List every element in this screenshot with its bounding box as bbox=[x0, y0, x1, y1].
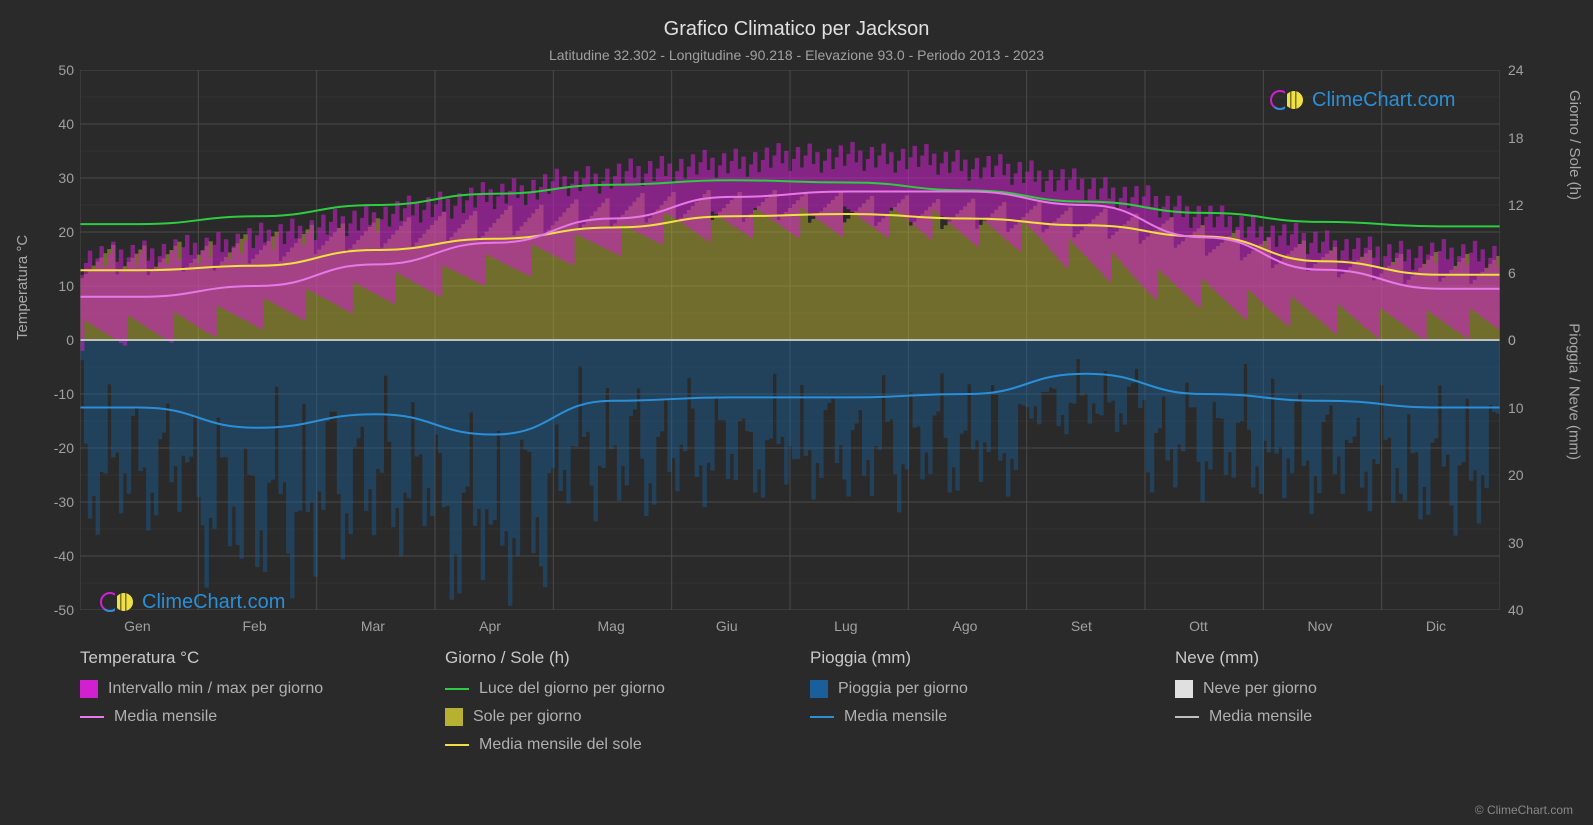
y-axis-right-top-label: Giorno / Sole (h) bbox=[1566, 90, 1583, 200]
watermark-text: ClimeChart.com bbox=[142, 591, 285, 614]
legend-rain-day-label: Pioggia per giorno bbox=[838, 680, 968, 698]
left-tick: 20 bbox=[42, 224, 74, 240]
legend-snow-avg: Media mensile bbox=[1175, 708, 1500, 726]
watermark-bottom: ClimeChart.com bbox=[100, 590, 285, 614]
right-top-tick: 6 bbox=[1508, 265, 1516, 281]
legend-sun: Sole per giorno bbox=[445, 708, 770, 726]
month-tick: Gen bbox=[124, 618, 150, 634]
legend-snow-avg-label: Media mensile bbox=[1209, 708, 1312, 726]
left-tick: 50 bbox=[42, 62, 74, 78]
y-axis-left-label: Temperatura °C bbox=[14, 235, 31, 340]
right-top-tick: 24 bbox=[1508, 62, 1524, 78]
left-tick: -10 bbox=[42, 386, 74, 402]
snow-swatch-icon bbox=[1175, 680, 1193, 698]
legend-temp-range: Intervallo min / max per giorno bbox=[80, 680, 405, 698]
legend-snow-day-label: Neve per giorno bbox=[1203, 680, 1317, 698]
month-tick: Ott bbox=[1189, 618, 1208, 634]
month-tick: Mag bbox=[598, 618, 625, 634]
legend-temp-header: Temperatura °C bbox=[80, 648, 405, 668]
month-tick: Mar bbox=[361, 618, 385, 634]
chart-svg bbox=[80, 70, 1500, 610]
right-bottom-tick: 30 bbox=[1508, 535, 1524, 551]
month-tick: Giu bbox=[716, 618, 738, 634]
right-bottom-tick: 0 bbox=[1508, 332, 1516, 348]
month-tick: Feb bbox=[243, 618, 267, 634]
legend-rain-day: Pioggia per giorno bbox=[810, 680, 1135, 698]
legend-col-day: Giorno / Sole (h) Luce del giorno per gi… bbox=[445, 648, 770, 764]
legend-snow-header: Neve (mm) bbox=[1175, 648, 1500, 668]
legend-daylight: Luce del giorno per giorno bbox=[445, 680, 770, 698]
legend-sun-avg-label: Media mensile del sole bbox=[479, 736, 642, 754]
temp-swatch-icon bbox=[80, 680, 98, 698]
watermark-top: ClimeChart.com bbox=[1270, 88, 1455, 112]
legend-day-header: Giorno / Sole (h) bbox=[445, 648, 770, 668]
month-tick: Ago bbox=[953, 618, 978, 634]
logo-icon bbox=[1270, 88, 1304, 112]
left-tick: 40 bbox=[42, 116, 74, 132]
left-tick: 0 bbox=[42, 332, 74, 348]
month-tick: Lug bbox=[834, 618, 857, 634]
left-tick: -30 bbox=[42, 494, 74, 510]
month-tick: Set bbox=[1071, 618, 1092, 634]
left-tick: -50 bbox=[42, 602, 74, 618]
left-tick: 30 bbox=[42, 170, 74, 186]
left-tick: -20 bbox=[42, 440, 74, 456]
right-bottom-tick: 20 bbox=[1508, 467, 1524, 483]
chart-plot-area bbox=[80, 70, 1500, 610]
snow-line-icon bbox=[1175, 716, 1199, 718]
left-tick: 10 bbox=[42, 278, 74, 294]
legend-col-temp: Temperatura °C Intervallo min / max per … bbox=[80, 648, 405, 764]
legend-rain-avg: Media mensile bbox=[810, 708, 1135, 726]
right-bottom-tick: 10 bbox=[1508, 400, 1524, 416]
rain-swatch-icon bbox=[810, 680, 828, 698]
legend-col-rain: Pioggia (mm) Pioggia per giorno Media me… bbox=[810, 648, 1135, 764]
watermark-text: ClimeChart.com bbox=[1312, 89, 1455, 112]
legend-temp-avg: Media mensile bbox=[80, 708, 405, 726]
y-axis-right-bottom-label: Pioggia / Neve (mm) bbox=[1566, 323, 1583, 460]
month-tick: Dic bbox=[1426, 618, 1446, 634]
legend: Temperatura °C Intervallo min / max per … bbox=[80, 648, 1500, 764]
logo-icon bbox=[100, 590, 134, 614]
right-top-tick: 18 bbox=[1508, 130, 1524, 146]
legend-sun-avg: Media mensile del sole bbox=[445, 736, 770, 754]
legend-snow-day: Neve per giorno bbox=[1175, 680, 1500, 698]
legend-sun-label: Sole per giorno bbox=[473, 708, 582, 726]
left-tick: -40 bbox=[42, 548, 74, 564]
sun-line-icon bbox=[445, 744, 469, 746]
right-bottom-tick: 40 bbox=[1508, 602, 1524, 618]
legend-temp-avg-label: Media mensile bbox=[114, 708, 217, 726]
chart-subtitle: Latitudine 32.302 - Longitudine -90.218 … bbox=[0, 47, 1593, 63]
month-tick: Nov bbox=[1308, 618, 1333, 634]
chart-title: Grafico Climatico per Jackson bbox=[0, 0, 1593, 41]
legend-col-snow: Neve (mm) Neve per giorno Media mensile bbox=[1175, 648, 1500, 764]
daylight-line-icon bbox=[445, 688, 469, 690]
sun-swatch-icon bbox=[445, 708, 463, 726]
legend-daylight-label: Luce del giorno per giorno bbox=[479, 680, 665, 698]
copyright-text: © ClimeChart.com bbox=[1475, 803, 1573, 817]
legend-rain-header: Pioggia (mm) bbox=[810, 648, 1135, 668]
legend-rain-avg-label: Media mensile bbox=[844, 708, 947, 726]
legend-temp-range-label: Intervallo min / max per giorno bbox=[108, 680, 323, 698]
rain-line-icon bbox=[810, 716, 834, 718]
right-top-tick: 12 bbox=[1508, 197, 1524, 213]
month-tick: Apr bbox=[479, 618, 501, 634]
temp-line-icon bbox=[80, 716, 104, 718]
